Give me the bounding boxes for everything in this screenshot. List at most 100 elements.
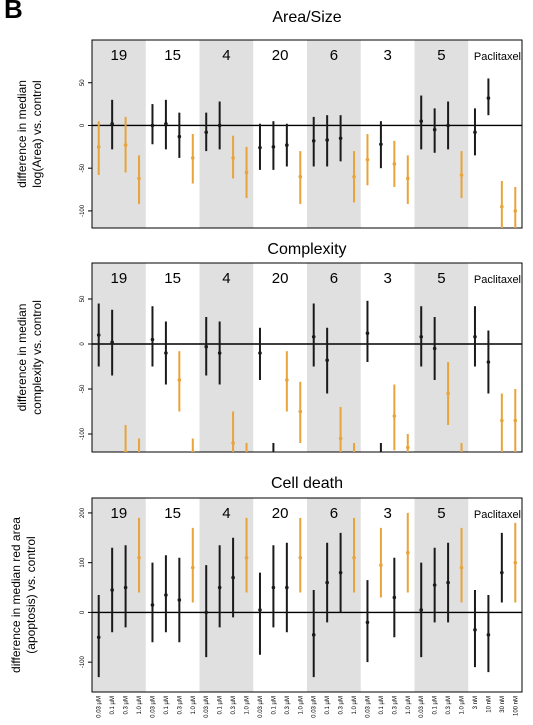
data-point bbox=[379, 459, 383, 463]
x-tick-label: 1.0 µM bbox=[298, 696, 304, 714]
group-shade bbox=[92, 40, 146, 228]
chart-panel-1: Complexity -100 -50 0 50 difference in median… bbox=[15, 241, 523, 463]
y-axis-label: difference in median red area bbox=[9, 517, 23, 673]
data-point bbox=[446, 123, 450, 128]
group-shade bbox=[414, 40, 469, 228]
data-point bbox=[365, 331, 370, 336]
data-point bbox=[96, 145, 101, 149]
data-point bbox=[164, 593, 168, 597]
data-point bbox=[432, 583, 437, 587]
data-point bbox=[419, 335, 424, 339]
group-shade bbox=[199, 263, 254, 452]
data-point bbox=[110, 340, 114, 345]
x-tick-label: 0.03 µM bbox=[258, 696, 264, 718]
group-label: 6 bbox=[330, 270, 338, 287]
data-point bbox=[392, 414, 397, 418]
group-shade bbox=[307, 263, 361, 452]
x-tick-label: 1.0 µM bbox=[460, 696, 466, 714]
group-label: 3 bbox=[383, 270, 391, 287]
data-point bbox=[298, 409, 303, 414]
data-point bbox=[473, 335, 477, 339]
group-label: Paclitaxel bbox=[474, 509, 521, 521]
data-point bbox=[298, 174, 303, 179]
data-point bbox=[245, 459, 249, 463]
data-point bbox=[379, 142, 383, 147]
group-label: 6 bbox=[330, 505, 338, 522]
data-point bbox=[486, 632, 491, 637]
data-point bbox=[446, 391, 450, 396]
data-point bbox=[298, 555, 303, 560]
data-point bbox=[258, 608, 262, 612]
data-point bbox=[432, 346, 437, 351]
data-point bbox=[446, 580, 450, 585]
x-tick-label: 1.0 µM bbox=[406, 696, 412, 714]
data-point bbox=[325, 138, 329, 142]
data-point bbox=[123, 450, 128, 452]
chart-title: Cell death bbox=[271, 475, 343, 492]
data-point bbox=[271, 585, 276, 590]
y-tick-label: -50 bbox=[80, 384, 86, 393]
chart-title: Complexity bbox=[267, 241, 346, 258]
data-point bbox=[231, 441, 235, 445]
plot-frame bbox=[91, 497, 523, 693]
group-label: 6 bbox=[330, 47, 338, 64]
group-label: 4 bbox=[222, 505, 230, 522]
data-point bbox=[513, 209, 518, 213]
data-point bbox=[285, 378, 289, 382]
data-point bbox=[500, 570, 504, 575]
data-point bbox=[392, 595, 397, 600]
data-point bbox=[272, 459, 276, 463]
x-tick-label: 0.1 µM bbox=[325, 696, 331, 714]
data-point bbox=[459, 173, 464, 177]
x-tick-label: 0.1 µM bbox=[218, 696, 224, 714]
x-tick-label: 3 nM bbox=[473, 696, 479, 709]
chart-panel-0: Area/Size -100 -50 0 50 difference in median l… bbox=[15, 9, 523, 229]
data-point bbox=[486, 360, 491, 364]
group-label: 4 bbox=[222, 47, 230, 64]
data-point bbox=[217, 123, 222, 128]
data-point bbox=[110, 588, 114, 592]
group-label: Paclitaxel bbox=[474, 274, 521, 286]
group-shade bbox=[307, 40, 361, 228]
data-point bbox=[150, 123, 155, 128]
group-label: 15 bbox=[164, 47, 181, 64]
marks bbox=[96, 78, 518, 228]
group-label: 5 bbox=[437, 47, 445, 64]
marks bbox=[96, 300, 518, 463]
data-point bbox=[473, 628, 477, 632]
data-point bbox=[419, 119, 424, 123]
data-point bbox=[150, 337, 155, 342]
data-point bbox=[352, 174, 356, 179]
data-point bbox=[137, 459, 141, 463]
y-tick-label: 100 bbox=[80, 557, 86, 568]
x-tick-label: 0.1 µM bbox=[433, 696, 439, 714]
data-point bbox=[325, 358, 329, 363]
x-tick-label: 30 nM bbox=[500, 696, 506, 713]
group-shade bbox=[199, 40, 254, 228]
data-point bbox=[96, 635, 101, 640]
plot-frame bbox=[91, 262, 523, 453]
x-tick-label: 0.03 µM bbox=[204, 696, 210, 718]
x-tick-label: 0.1 µM bbox=[110, 696, 116, 714]
data-point bbox=[285, 143, 289, 147]
data-point bbox=[473, 130, 477, 135]
data-point bbox=[352, 459, 356, 463]
data-point bbox=[231, 156, 235, 160]
y-axis-label: log(Area) vs. control bbox=[30, 80, 44, 187]
data-point bbox=[459, 565, 464, 570]
data-point bbox=[379, 563, 383, 567]
data-point bbox=[123, 143, 128, 147]
data-point bbox=[432, 127, 437, 132]
x-tick-label: 0.03 µM bbox=[97, 696, 103, 718]
y-axis-label: difference in median bbox=[15, 304, 29, 412]
data-point bbox=[190, 156, 195, 160]
group-label: 20 bbox=[272, 47, 289, 64]
data-point bbox=[325, 580, 329, 585]
x-tick-labels: 0.03 µM 0.1 µM 0.3 µM 1.0 µM 0.03 µM 0.1 µM 0.… bbox=[97, 696, 520, 718]
x-tick-label: 0.03 µM bbox=[365, 696, 371, 718]
y-tick-label: 0 bbox=[80, 123, 86, 127]
x-tick-label: 100 nM bbox=[513, 696, 519, 716]
group-shade bbox=[92, 263, 146, 452]
y-tick-label: -100 bbox=[80, 204, 86, 217]
data-point bbox=[311, 139, 316, 143]
